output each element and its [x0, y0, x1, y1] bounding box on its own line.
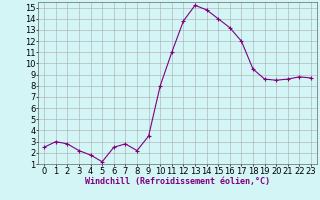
X-axis label: Windchill (Refroidissement éolien,°C): Windchill (Refroidissement éolien,°C)	[85, 177, 270, 186]
